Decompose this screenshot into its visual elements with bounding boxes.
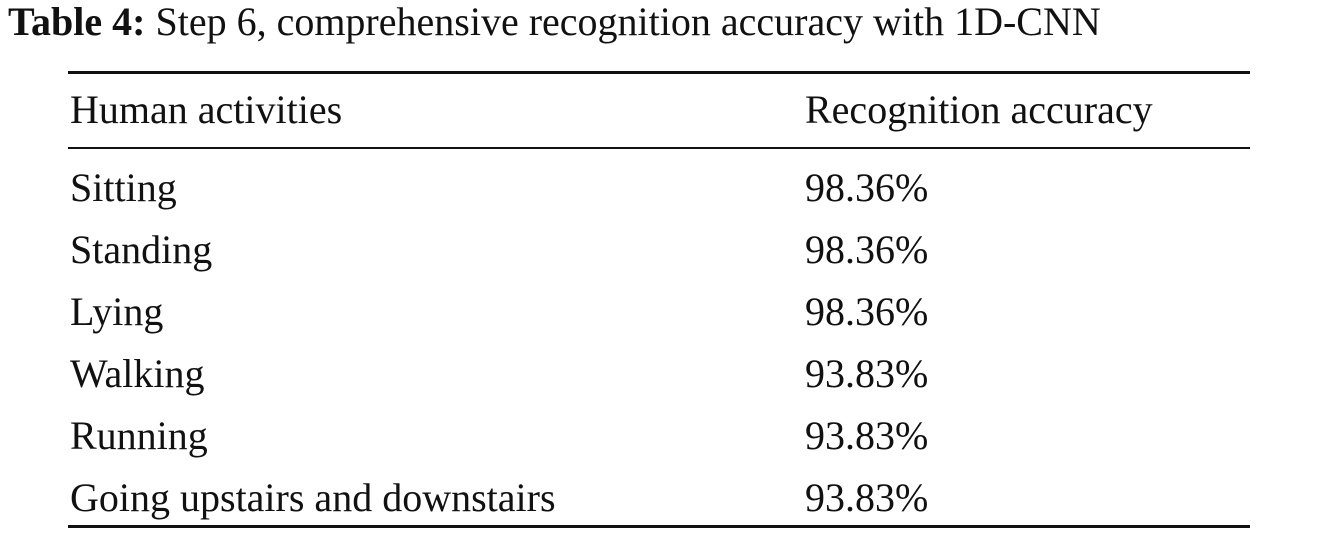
bottom-rule — [68, 525, 1250, 528]
table-cell: Lying — [70, 289, 164, 334]
table-cell: 98.36% — [805, 227, 929, 272]
table-cell: Running — [70, 413, 208, 458]
table-cell: Walking — [70, 351, 205, 396]
table-cell: 93.83% — [805, 351, 929, 396]
header-rule — [68, 147, 1250, 149]
table-cell: 98.36% — [805, 165, 929, 210]
table-cell: Standing — [70, 227, 213, 272]
table-cell: 93.83% — [805, 475, 929, 520]
table-cell: 98.36% — [805, 289, 929, 334]
table-cell: Sitting — [70, 165, 177, 210]
table-cell: 93.83% — [805, 413, 929, 458]
header-cell: Human activities — [70, 87, 343, 132]
top-rule — [68, 71, 1250, 74]
caption-label: Table 4: — [8, 0, 146, 44]
header-cell: Recognition accuracy — [805, 87, 1153, 132]
table-cell: Going upstairs and downstairs — [70, 475, 556, 520]
caption-text: Step 6, comprehensive recognition accura… — [155, 0, 1101, 44]
caption: Table 4: Step 6, comprehensive recognitio… — [8, 0, 1101, 44]
